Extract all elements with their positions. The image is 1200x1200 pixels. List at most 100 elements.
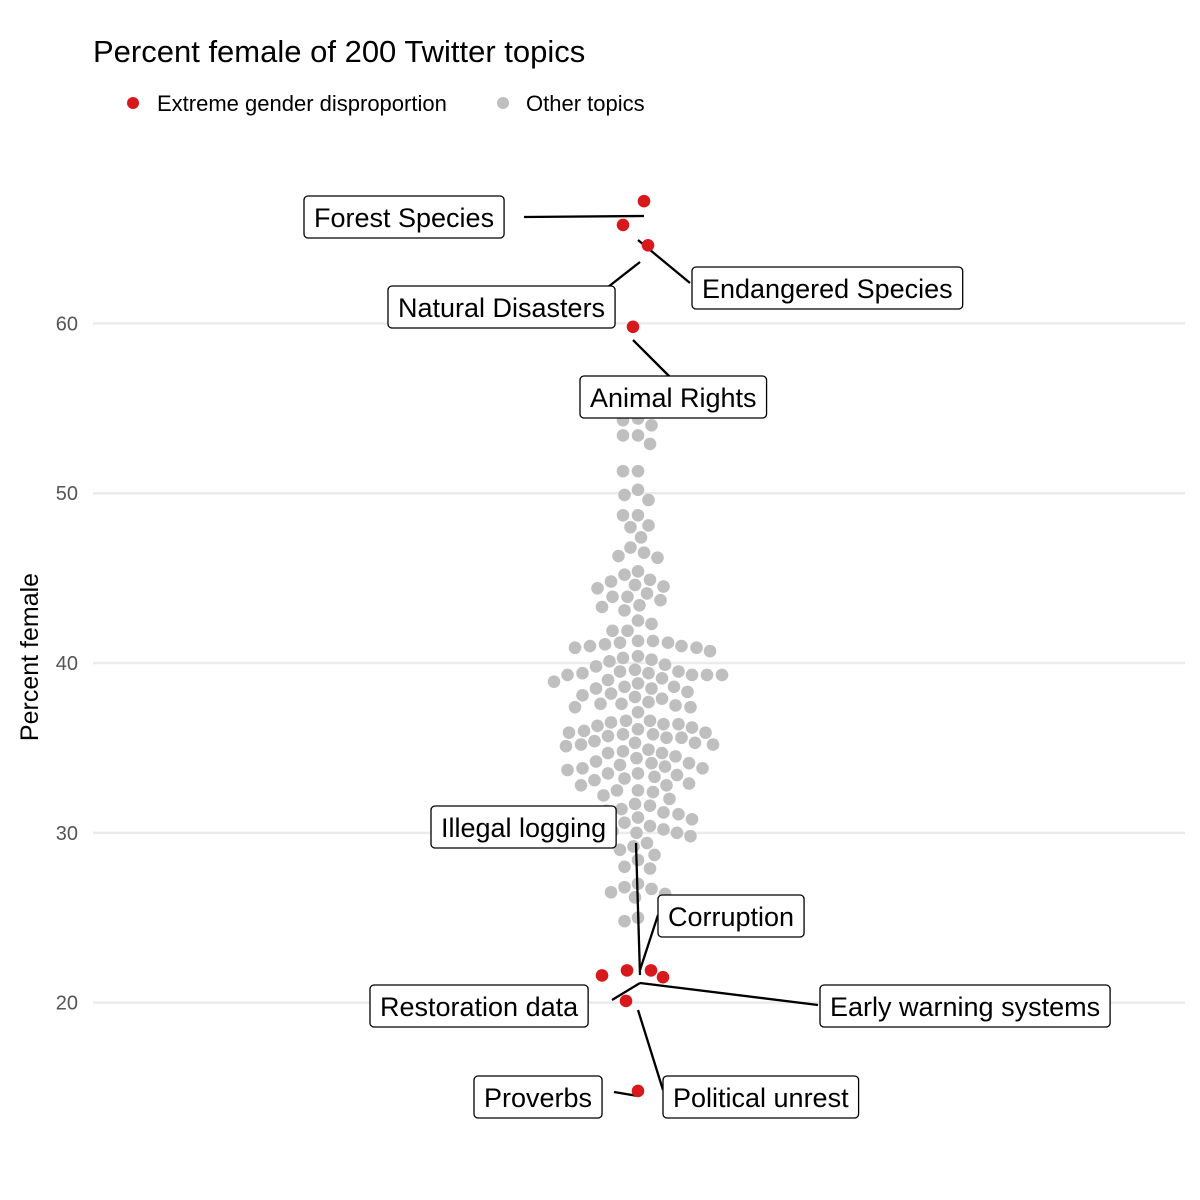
label-box: [662, 1075, 860, 1119]
point-forest-species: [637, 194, 651, 208]
data-point: [583, 639, 597, 653]
data-point: [574, 778, 588, 792]
data-point: [616, 508, 630, 522]
data-point: [643, 799, 657, 812]
leader-political-unrest: [636, 1009, 665, 1091]
data-point: [682, 777, 696, 790]
data-point: [621, 590, 634, 604]
data-point: [685, 812, 699, 826]
data-point: [684, 700, 697, 714]
label-text: Restoration data: [380, 992, 579, 1022]
data-point: [631, 811, 645, 824]
data-point: [655, 746, 669, 760]
point-labels: Forest Species Endangered Species Natural …: [303, 195, 1111, 1119]
data-point: [561, 763, 574, 777]
y-tick-label-30: 30: [56, 823, 78, 845]
data-point: [631, 705, 645, 719]
data-point: [642, 519, 655, 532]
data-point: [670, 768, 684, 782]
label-illegal-logging: Illegal logging: [430, 805, 617, 849]
point-endangered-species: [616, 218, 630, 232]
data-point: [631, 508, 645, 522]
label-text: Corruption: [668, 902, 794, 932]
data-point: [604, 575, 618, 588]
data-point: [667, 680, 681, 694]
point-restoration-data: [595, 969, 609, 982]
data-point: [562, 726, 576, 739]
point-natural-disasters: [641, 238, 655, 252]
data-point: [631, 614, 645, 627]
data-point: [637, 546, 651, 559]
label-text: Proverbs: [484, 1083, 592, 1113]
data-point: [640, 587, 654, 600]
data-point: [616, 728, 630, 741]
data-point: [643, 819, 657, 833]
data-point: [618, 604, 631, 617]
point-political-unrest: [619, 994, 633, 1008]
label-corruption: Corruption: [657, 894, 805, 938]
label-endangered-species: Endangered Species: [691, 266, 964, 310]
data-point: [604, 716, 618, 729]
data-point: [601, 729, 615, 743]
data-point: [613, 636, 627, 649]
data-point: [631, 429, 645, 442]
data-point: [640, 836, 654, 850]
data-point: [657, 580, 670, 593]
data-point: [594, 697, 607, 711]
label-text: Political unrest: [673, 1083, 849, 1113]
data-point: [606, 624, 619, 638]
data-point: [661, 636, 675, 649]
data-point: [634, 531, 648, 544]
data-point: [615, 697, 628, 711]
data-point: [646, 728, 660, 741]
data-point: [568, 641, 582, 655]
data-point: [627, 840, 640, 853]
legend: Extreme gender disproportion Other topic…: [127, 91, 645, 116]
leader-animal-rights: [632, 339, 671, 378]
data-point: [613, 665, 627, 678]
data-point: [601, 767, 615, 780]
data-point: [618, 816, 631, 829]
data-point: [633, 598, 646, 612]
data-point: [561, 668, 574, 682]
data-point: [601, 746, 615, 760]
data-point: [631, 853, 645, 867]
data-point: [631, 464, 645, 478]
data-point: [642, 666, 655, 680]
leader-corruption: [638, 914, 660, 971]
data-point: [663, 792, 676, 806]
data-point: [606, 590, 619, 604]
data-point: [660, 778, 673, 792]
data-point: [576, 762, 589, 775]
point-corruption: [644, 964, 658, 977]
data-point: [631, 767, 645, 780]
leader-restoration-data: [611, 982, 641, 1001]
label-text: Natural Disasters: [398, 293, 605, 323]
data-point: [618, 880, 631, 894]
y-tick-label-40: 40: [56, 653, 78, 675]
data-point: [618, 772, 631, 785]
data-point: [624, 541, 637, 554]
data-point: [619, 714, 633, 728]
label-restoration-data: Restoration data: [369, 984, 589, 1028]
data-point: [646, 634, 660, 648]
label-political-unrest: Political unrest: [662, 1075, 860, 1119]
label-box: [657, 894, 805, 938]
data-point: [631, 784, 645, 797]
data-point: [648, 770, 661, 784]
data-point: [613, 758, 627, 772]
legend-swatch-extreme: [127, 97, 139, 109]
data-point: [591, 582, 604, 595]
y-axis-ticks: 20 30 40 50 60: [56, 313, 78, 1014]
data-point: [616, 651, 630, 665]
label-box: [819, 984, 1111, 1028]
data-point: [618, 568, 631, 582]
data-point: [589, 682, 603, 695]
data-point: [615, 802, 628, 816]
data-point: [645, 653, 658, 666]
data-point: [576, 666, 589, 680]
data-point: [672, 717, 685, 731]
data-point: [657, 717, 670, 731]
label-animal-rights: Animal Rights: [579, 375, 768, 419]
